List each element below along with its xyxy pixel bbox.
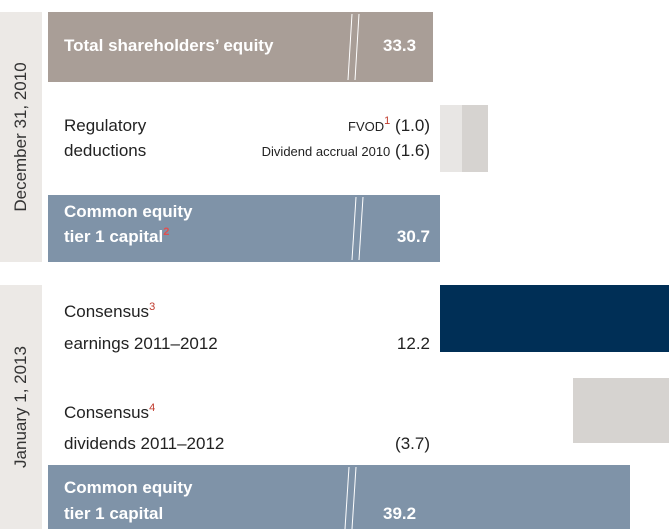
bar-value: 39.2 (383, 504, 417, 523)
bar-label: tier 1 capital2 (64, 227, 169, 247)
footnote-mark: 2 (163, 226, 170, 238)
bar-label: tier 1 capital (64, 504, 164, 523)
deduction-bar (440, 105, 462, 172)
period-band: January 1, 2013 (0, 285, 42, 529)
earnings-bar (440, 285, 669, 352)
total-bar (48, 12, 433, 82)
row-label: deductions (64, 141, 147, 160)
period-band: December 31, 2010 (0, 12, 42, 262)
row-label: Consensus4 (64, 403, 155, 423)
bar-value: 33.3 (383, 36, 417, 55)
dividends-bar (573, 378, 669, 443)
deduction: FVOD1 (1.0) (348, 116, 430, 136)
cet1-bar (48, 195, 440, 262)
period-label: January 1, 2013 (11, 346, 30, 468)
footnote-mark: 1 (384, 115, 391, 127)
break-mark (344, 466, 357, 529)
row-value: 12.2 (396, 334, 430, 353)
footnote-mark: 3 (149, 301, 156, 313)
bar-label: Total shareholders’ equity (64, 36, 274, 55)
row-label: Regulatory (64, 116, 147, 135)
deduction-label: FVOD (348, 119, 385, 134)
deduction-bar (462, 105, 488, 172)
bar-label: Common equity (64, 202, 193, 221)
row-label-text: Consensus (64, 302, 150, 321)
cet1-bar (48, 465, 630, 529)
deduction-label: Dividend accrual 2010 (261, 144, 391, 159)
row-label: Consensus3 (64, 302, 155, 322)
row-value: (3.7) (395, 434, 430, 453)
row-label-text: Consensus (64, 403, 150, 422)
footnote-mark: 4 (149, 402, 156, 414)
break-mark (347, 13, 360, 81)
row-label: earnings 2011–2012 (64, 334, 218, 353)
bar-value: 30.7 (396, 227, 430, 246)
bar-label-text: tier 1 capital (64, 227, 164, 246)
period-label: December 31, 2010 (11, 62, 30, 212)
bar-label: Common equity (64, 478, 193, 497)
break-mark (351, 196, 364, 261)
deduction: Dividend accrual 2010 (1.6) (262, 141, 430, 161)
deduction-value: (1.6) (395, 141, 430, 160)
deduction-value: (1.0) (395, 116, 430, 135)
row-label: dividends 2011–2012 (64, 434, 225, 453)
